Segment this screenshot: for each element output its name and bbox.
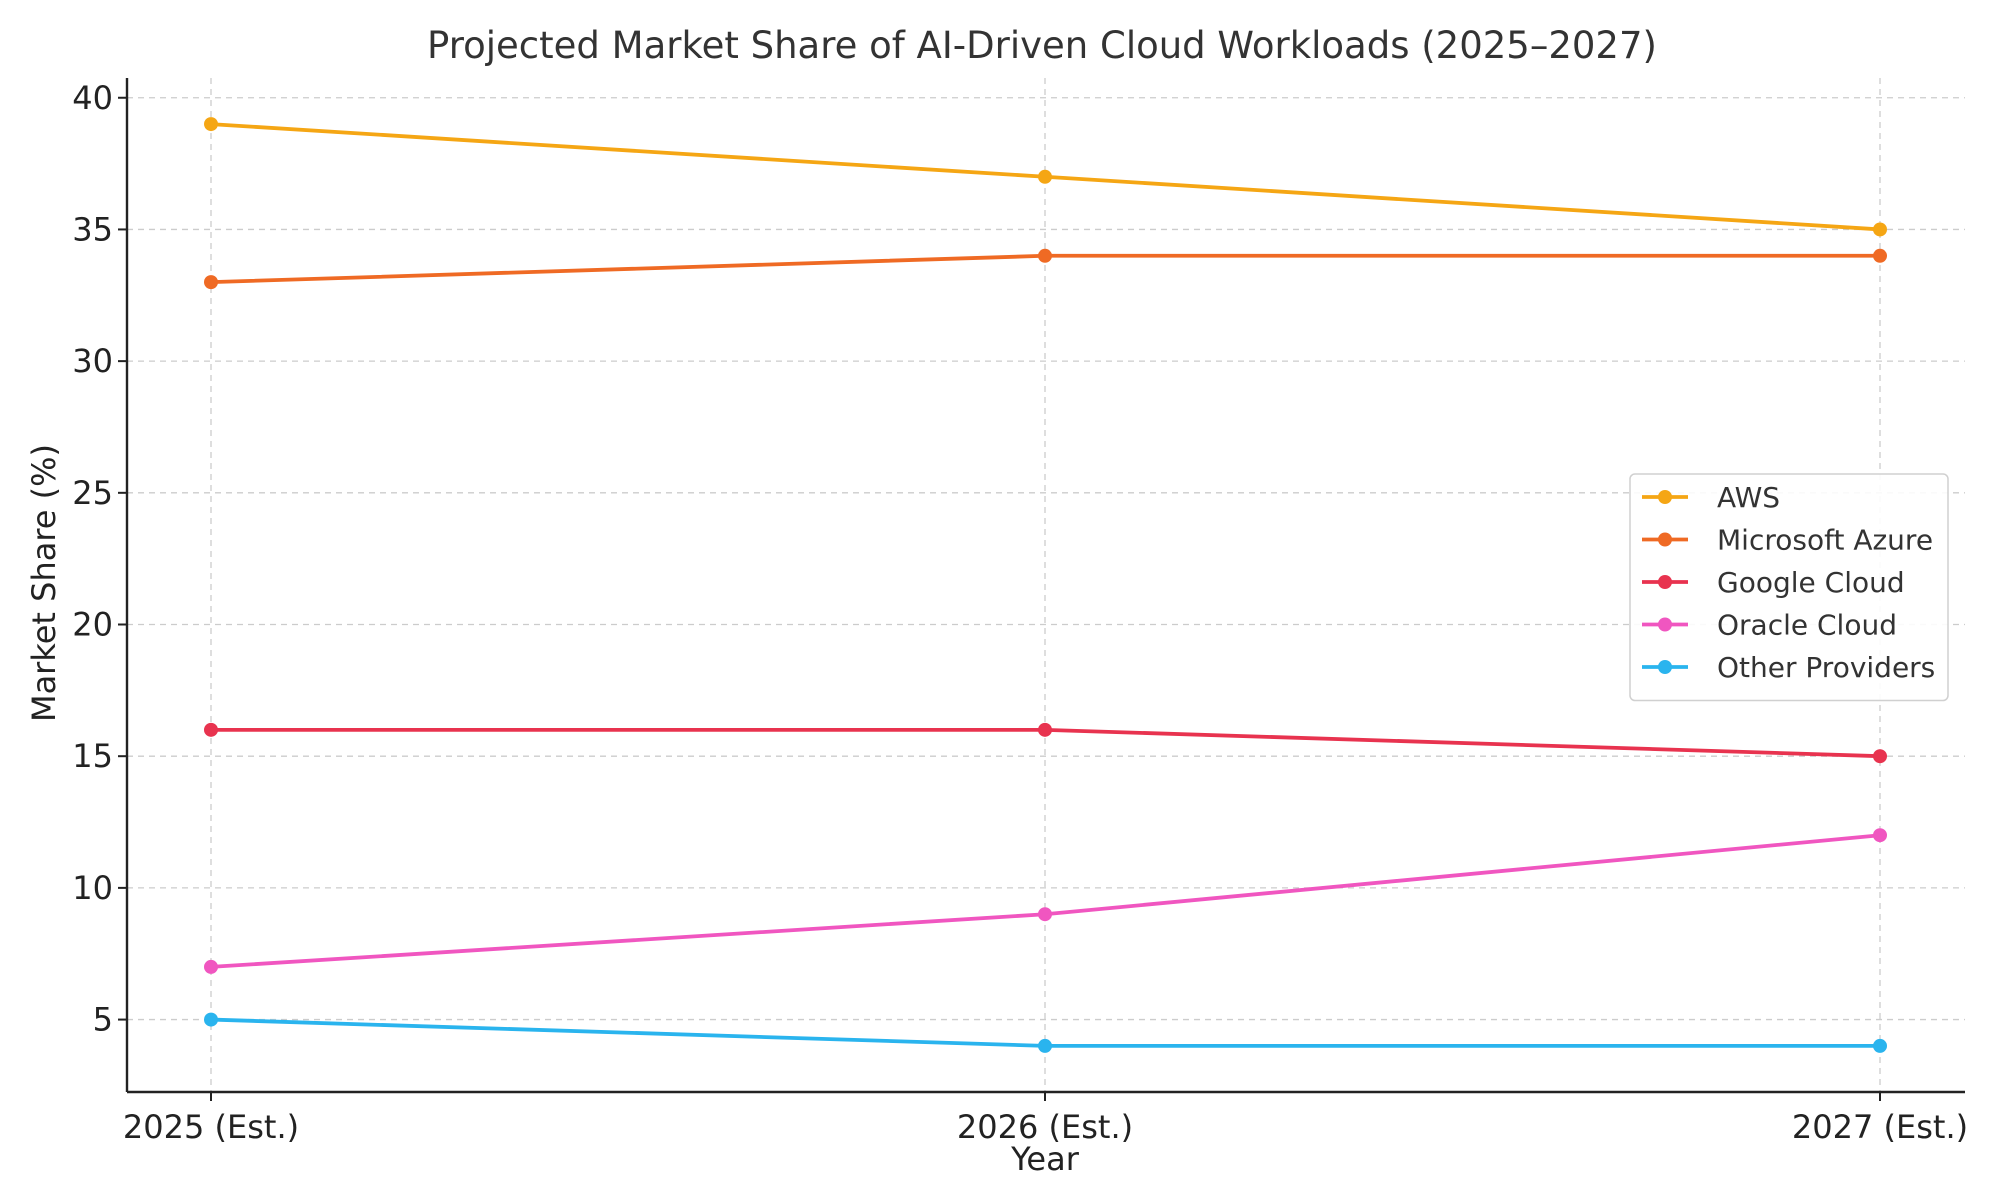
- legend-label: Other Providers: [1717, 651, 1935, 684]
- data-point: [204, 275, 218, 290]
- y-tick-label: 15: [72, 737, 113, 775]
- legend-item: Oracle Cloud: [1642, 609, 1897, 642]
- series-google-cloud: [204, 722, 1887, 764]
- legend-label: AWS: [1717, 481, 1780, 514]
- legend-item: Other Providers: [1642, 651, 1935, 684]
- chart-title: Projected Market Share of AI-Driven Clou…: [427, 24, 1657, 67]
- legend: AWS Microsoft Azure Google Cloud Oracle Clo…: [1629, 473, 1949, 702]
- legend-swatch-marker: [1658, 617, 1672, 632]
- data-point: [1038, 907, 1052, 922]
- series-group: [204, 117, 1887, 1053]
- y-tick-label: 20: [72, 606, 113, 644]
- series-oracle-cloud: [204, 828, 1887, 974]
- legend-item: AWS: [1642, 481, 1780, 514]
- data-point: [204, 1012, 218, 1027]
- y-tick-label: 40: [72, 79, 113, 117]
- x-tick-label: 2025 (Est.): [123, 1108, 299, 1146]
- legend-label: Oracle Cloud: [1717, 609, 1897, 642]
- legend-label: Microsoft Azure: [1717, 524, 1933, 557]
- y-tick-label: 25: [72, 474, 113, 512]
- data-point: [204, 117, 218, 132]
- legend-label: Google Cloud: [1717, 566, 1905, 599]
- legend-box: [1629, 473, 1949, 702]
- y-tick-label: 30: [72, 342, 113, 380]
- y-tick-label: 10: [72, 869, 113, 907]
- series-other-providers: [204, 1012, 1887, 1053]
- x-axis-label: Year: [1010, 1140, 1080, 1178]
- legend-swatch-marker: [1658, 660, 1672, 674]
- legend-swatch-marker: [1658, 532, 1672, 547]
- series-microsoft-azure: [204, 248, 1887, 290]
- data-point: [204, 722, 218, 737]
- legend-swatch-marker: [1658, 575, 1672, 589]
- data-point: [1873, 1038, 1887, 1053]
- y-tick-label: 35: [72, 210, 113, 248]
- data-point: [1873, 749, 1887, 764]
- data-point: [1038, 169, 1052, 184]
- x-tick-label: 2026 (Est.): [957, 1108, 1133, 1146]
- data-point: [1038, 1038, 1052, 1053]
- legend-item: Microsoft Azure: [1642, 524, 1933, 557]
- data-point: [1873, 248, 1887, 263]
- legend-swatch-marker: [1658, 490, 1672, 504]
- data-point: [1873, 222, 1887, 237]
- series-aws: [204, 117, 1887, 237]
- y-tick-label: 5: [93, 1001, 113, 1039]
- legend-item: Google Cloud: [1642, 566, 1905, 599]
- axes: 5 10 15 20 25 30 35 40 2025 (Est.) 2026 (Est.) 202…: [72, 78, 1968, 1146]
- data-point: [1038, 722, 1052, 737]
- y-axis-label: Market Share (%): [25, 444, 63, 722]
- data-point: [1873, 828, 1887, 843]
- x-tick-label: 2027 (Est.): [1792, 1108, 1968, 1146]
- data-point: [204, 959, 218, 974]
- data-point: [1038, 248, 1052, 263]
